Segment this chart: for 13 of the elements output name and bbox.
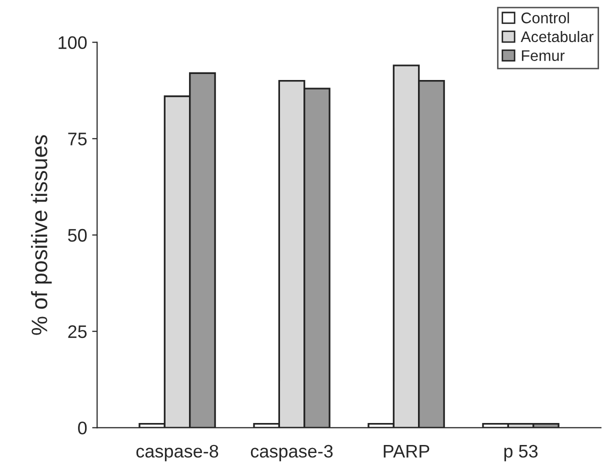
legend-label: Femur [522,50,565,61]
x-tick-label: p 53 [504,444,538,462]
y-tick-label: 0 [78,422,87,434]
y-tick-label: 75 [68,132,87,146]
x-tick-label: caspase-3 [250,444,333,462]
y-tick-label: 50 [68,228,87,242]
y-tick-label: 100 [58,36,87,50]
y-tick-label: 25 [68,325,87,338]
legend-label: Acetabular [520,30,594,42]
y-axis-title: % of positive tissues [31,135,52,335]
x-tick-label: PARP [384,445,430,458]
legend-label: Control [521,12,569,24]
x-tick-label: caspase-8 [136,444,218,462]
